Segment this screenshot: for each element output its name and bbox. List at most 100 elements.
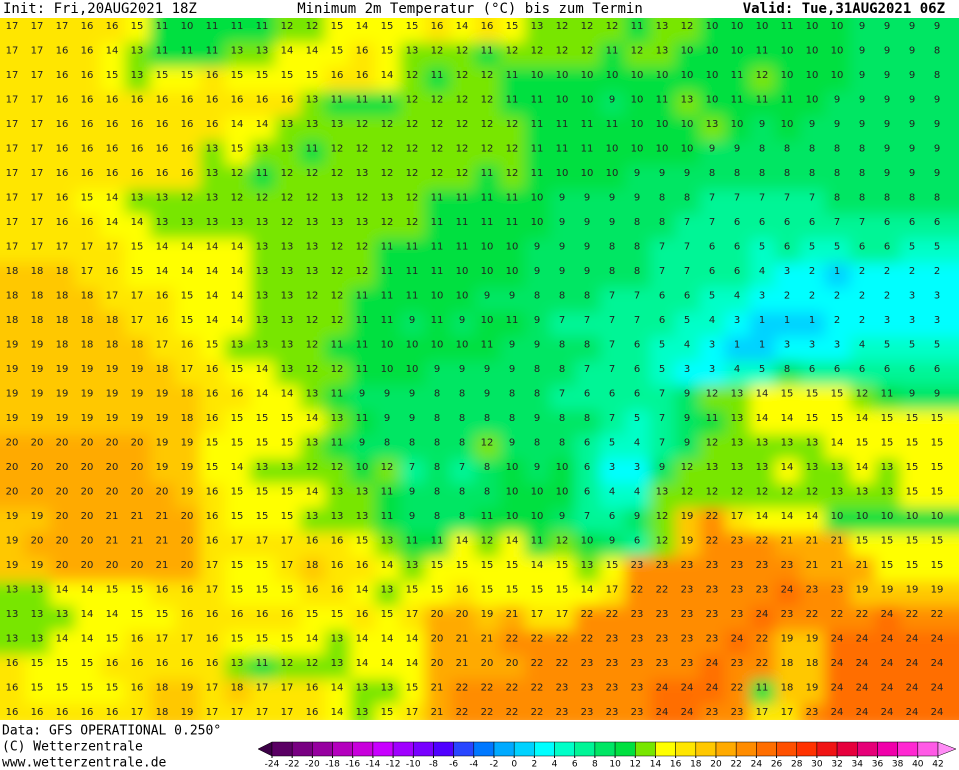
temperature-cell <box>650 508 676 534</box>
temperature-cell <box>700 410 726 436</box>
temperature-cell <box>500 238 526 264</box>
temperature-value: 12 <box>381 217 394 228</box>
temperature-cell <box>225 483 251 509</box>
temperature-value: 10 <box>506 266 519 277</box>
temperature-cell <box>500 361 526 387</box>
temperature-value: 15 <box>106 634 119 645</box>
temperature-value: 20 <box>81 511 94 522</box>
temperature-value: 7 <box>584 511 590 522</box>
temperature-value: 20 <box>106 462 119 473</box>
temperature-cell <box>600 116 626 142</box>
temperature-value: 11 <box>356 291 369 302</box>
temperature-value: 15 <box>906 462 919 473</box>
temperature-cell <box>650 287 676 313</box>
temperature-cell <box>600 263 626 289</box>
temperature-value: 19 <box>31 511 44 522</box>
temperature-value: 13 <box>656 21 669 32</box>
temperature-cell <box>325 581 351 607</box>
copyright: (C) Wetterzentrale <box>2 740 143 755</box>
temperature-value: 13 <box>731 462 744 473</box>
temperature-cell <box>25 410 51 436</box>
temperature-value: 17 <box>281 683 294 694</box>
temperature-cell <box>25 508 51 534</box>
temperature-value: 9 <box>909 95 915 106</box>
temperature-cell <box>400 532 426 558</box>
temperature-value: 15 <box>281 413 294 424</box>
temperature-value: 3 <box>834 340 840 351</box>
temperature-cell <box>325 557 351 583</box>
temperature-value: 12 <box>756 487 769 498</box>
temperature-value: 12 <box>356 242 369 253</box>
temperature-value: 8 <box>434 511 440 522</box>
temperature-cell <box>325 336 351 362</box>
temperature-value: 11 <box>506 95 519 106</box>
temperature-value: 13 <box>356 683 369 694</box>
temperature-value: 19 <box>56 389 69 400</box>
temperature-cell <box>0 410 26 436</box>
temperature-value: 11 <box>356 364 369 375</box>
temperature-cell <box>425 508 451 534</box>
temperature-value: 16 <box>106 168 119 179</box>
temperature-cell <box>350 655 376 681</box>
temperature-value: 15 <box>381 707 394 718</box>
temperature-value: 14 <box>106 46 119 57</box>
temperature-value: 10 <box>531 217 544 228</box>
temperature-cell <box>275 312 301 338</box>
temperature-value: 10 <box>631 144 644 155</box>
temperature-cell <box>800 91 826 117</box>
temperature-cell <box>700 434 726 460</box>
temperature-value: 19 <box>6 511 19 522</box>
temperature-cell <box>575 508 601 534</box>
temperature-value: 23 <box>756 560 769 571</box>
temperature-cell <box>850 42 876 68</box>
temperature-value: 18 <box>56 266 69 277</box>
temperature-cell <box>25 581 51 607</box>
temperature-cell <box>500 483 526 509</box>
temperature-cell <box>850 532 876 558</box>
temperature-cell <box>50 336 76 362</box>
temperature-value: 10 <box>581 168 594 179</box>
temperature-cell <box>775 336 801 362</box>
temperature-cell <box>475 238 501 264</box>
temperature-cell <box>825 483 851 509</box>
temperature-value: 18 <box>781 683 794 694</box>
colorbar-box <box>433 741 454 757</box>
temperature-cell <box>650 606 676 632</box>
temperature-value: 9 <box>884 95 890 106</box>
temperature-value: 18 <box>31 266 44 277</box>
temperature-cell <box>725 214 751 240</box>
temperature-cell <box>175 557 201 583</box>
temperature-value: 14 <box>231 315 244 326</box>
temperature-cell <box>650 336 676 362</box>
temperature-cell <box>600 655 626 681</box>
temperature-cell <box>25 263 51 289</box>
temperature-value: 10 <box>506 462 519 473</box>
temperature-cell <box>275 116 301 142</box>
temperature-cell <box>225 214 251 240</box>
temperature-value: 16 <box>181 144 194 155</box>
temperature-value: 16 <box>131 683 144 694</box>
temperature-value: 18 <box>231 683 244 694</box>
temperature-cell <box>150 532 176 558</box>
temperature-cell <box>550 140 576 166</box>
temperature-cell <box>600 238 626 264</box>
colorbar-box <box>473 741 495 757</box>
temperature-value: 12 <box>306 291 319 302</box>
temperature-cell <box>550 459 576 485</box>
temperature-value: 16 <box>256 609 269 620</box>
colorbar-box <box>352 741 374 757</box>
temperature-value: 9 <box>559 511 565 522</box>
temperature-cell <box>125 42 151 68</box>
temperature-value: 16 <box>306 536 319 547</box>
temperature-cell <box>350 508 376 534</box>
temperature-cell <box>500 434 526 460</box>
temperature-value: 11 <box>331 389 344 400</box>
temperature-value: 20 <box>31 536 44 547</box>
temperature-value: 9 <box>584 217 590 228</box>
temperature-cell <box>725 42 751 68</box>
temperature-cell <box>800 410 826 436</box>
temperature-cell <box>300 116 326 142</box>
temperature-value: 5 <box>634 413 640 424</box>
temperature-cell <box>525 287 551 313</box>
temperature-value: 13 <box>31 609 44 620</box>
